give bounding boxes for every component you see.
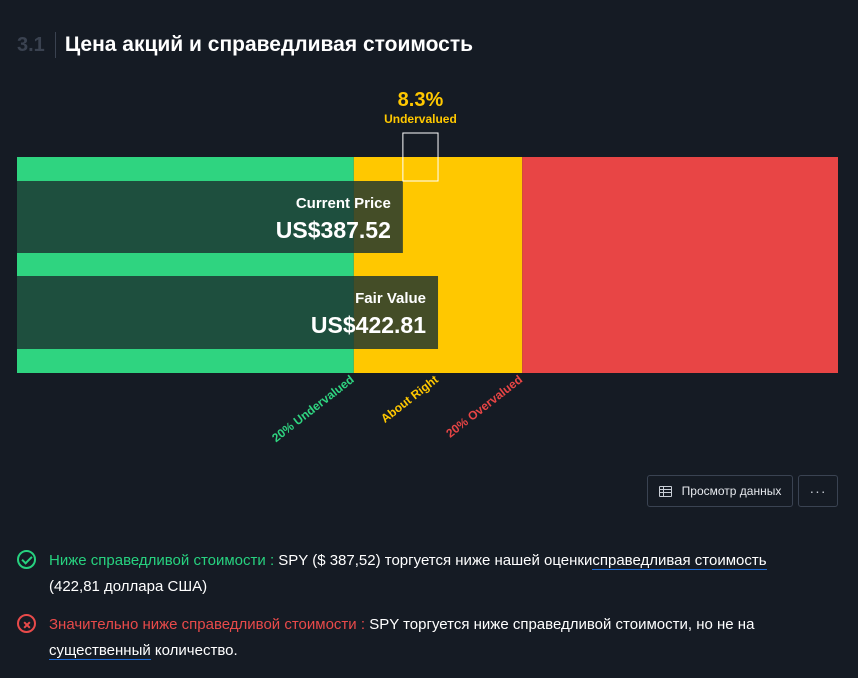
check-text: Ниже справедливой стоимости : SPY ($ 387… xyxy=(49,548,767,600)
check-label: Значительно ниже справедливой стоимости … xyxy=(49,616,366,633)
check-body-tail: количество. xyxy=(150,642,238,659)
zone-label-overvalued: 20% Overvalued xyxy=(443,372,525,440)
significant-link[interactable]: существенный xyxy=(49,642,151,660)
check-body: SPY ($ 387,52) торгуется ниже нашей оцен… xyxy=(274,552,593,569)
check-body: SPY торгуется ниже справедливой стоимост… xyxy=(365,616,755,633)
zone-overvalued xyxy=(522,157,838,373)
current-price-value: US$387.52 xyxy=(276,217,391,243)
view-data-button[interactable]: Просмотр данных xyxy=(647,475,793,507)
fair-value-bar xyxy=(17,276,439,349)
check-body-tail: (422,81 доллара США) xyxy=(49,578,208,595)
current-price-label: Current Price xyxy=(296,195,391,212)
x-circle-icon xyxy=(17,614,36,633)
zone-label-undervalued: 20% Undervalued xyxy=(269,372,356,445)
difference-percent: 8.3% xyxy=(398,89,444,111)
fair-value-link[interactable]: справедливая стоимость xyxy=(592,552,767,570)
table-icon xyxy=(658,485,672,497)
check-label: Ниже справедливой стоимости : xyxy=(49,552,275,569)
section-number: 3.1 xyxy=(17,33,45,56)
valuation-chart: Current Price US$387.52 Fair Value US$422.8… xyxy=(17,89,838,445)
fair-value-label: Fair Value xyxy=(355,290,426,307)
section-title: Цена акций и справедливая стоимость xyxy=(64,33,474,56)
more-options-button[interactable]: ··· xyxy=(798,475,838,507)
zone-label-about-right: About Right xyxy=(378,372,441,425)
section-header: 3.1 Цена акций и справедливая стоимость xyxy=(17,30,473,60)
difference-bracket xyxy=(402,132,439,182)
current-price-bar xyxy=(17,181,403,253)
fair-value-value: US$422.81 xyxy=(311,312,426,338)
check-circle-icon xyxy=(17,550,36,569)
difference-status: Undervalued xyxy=(384,112,457,126)
check-text: Значительно ниже справедливой стоимости … xyxy=(49,612,754,664)
section-divider xyxy=(54,32,56,58)
view-data-label: Просмотр данных xyxy=(681,484,782,498)
check-row-significantly-below: Значительно ниже справедливой стоимости … xyxy=(17,612,817,664)
check-row-below-fair-value: Ниже справедливой стоимости : SPY ($ 387… xyxy=(17,548,817,600)
